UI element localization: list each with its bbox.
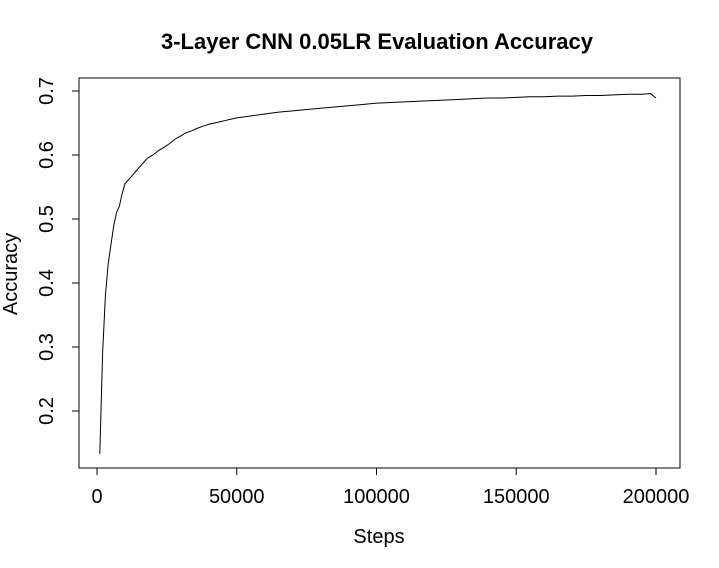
x-tick-label: 50000 — [209, 486, 265, 508]
y-tick-label: 0.5 — [36, 205, 58, 233]
x-tick-label: 200000 — [623, 486, 690, 508]
y-tick-label: 0.4 — [36, 269, 58, 297]
x-tick-label: 100000 — [343, 486, 410, 508]
chart-title: 3-Layer CNN 0.05LR Evaluation Accuracy — [161, 29, 594, 54]
x-tick-label: 150000 — [483, 486, 550, 508]
series-line — [99, 93, 657, 454]
y-axis-label: Accuracy — [0, 233, 22, 315]
y-axis: 0.2 0.3 0.4 0.5 0.6 0.7 — [36, 77, 80, 425]
x-axis-label: Steps — [353, 526, 404, 548]
y-tick-label: 0.7 — [36, 77, 58, 105]
y-tick-label: 0.3 — [36, 333, 58, 361]
plot-frame — [78, 77, 681, 469]
y-tick-label: 0.2 — [36, 397, 58, 425]
series-layer — [99, 93, 657, 454]
y-tick-label: 0.6 — [36, 141, 58, 169]
x-tick-label: 0 — [91, 486, 102, 508]
x-axis: 0 50000 100000 150000 200000 — [91, 467, 690, 508]
